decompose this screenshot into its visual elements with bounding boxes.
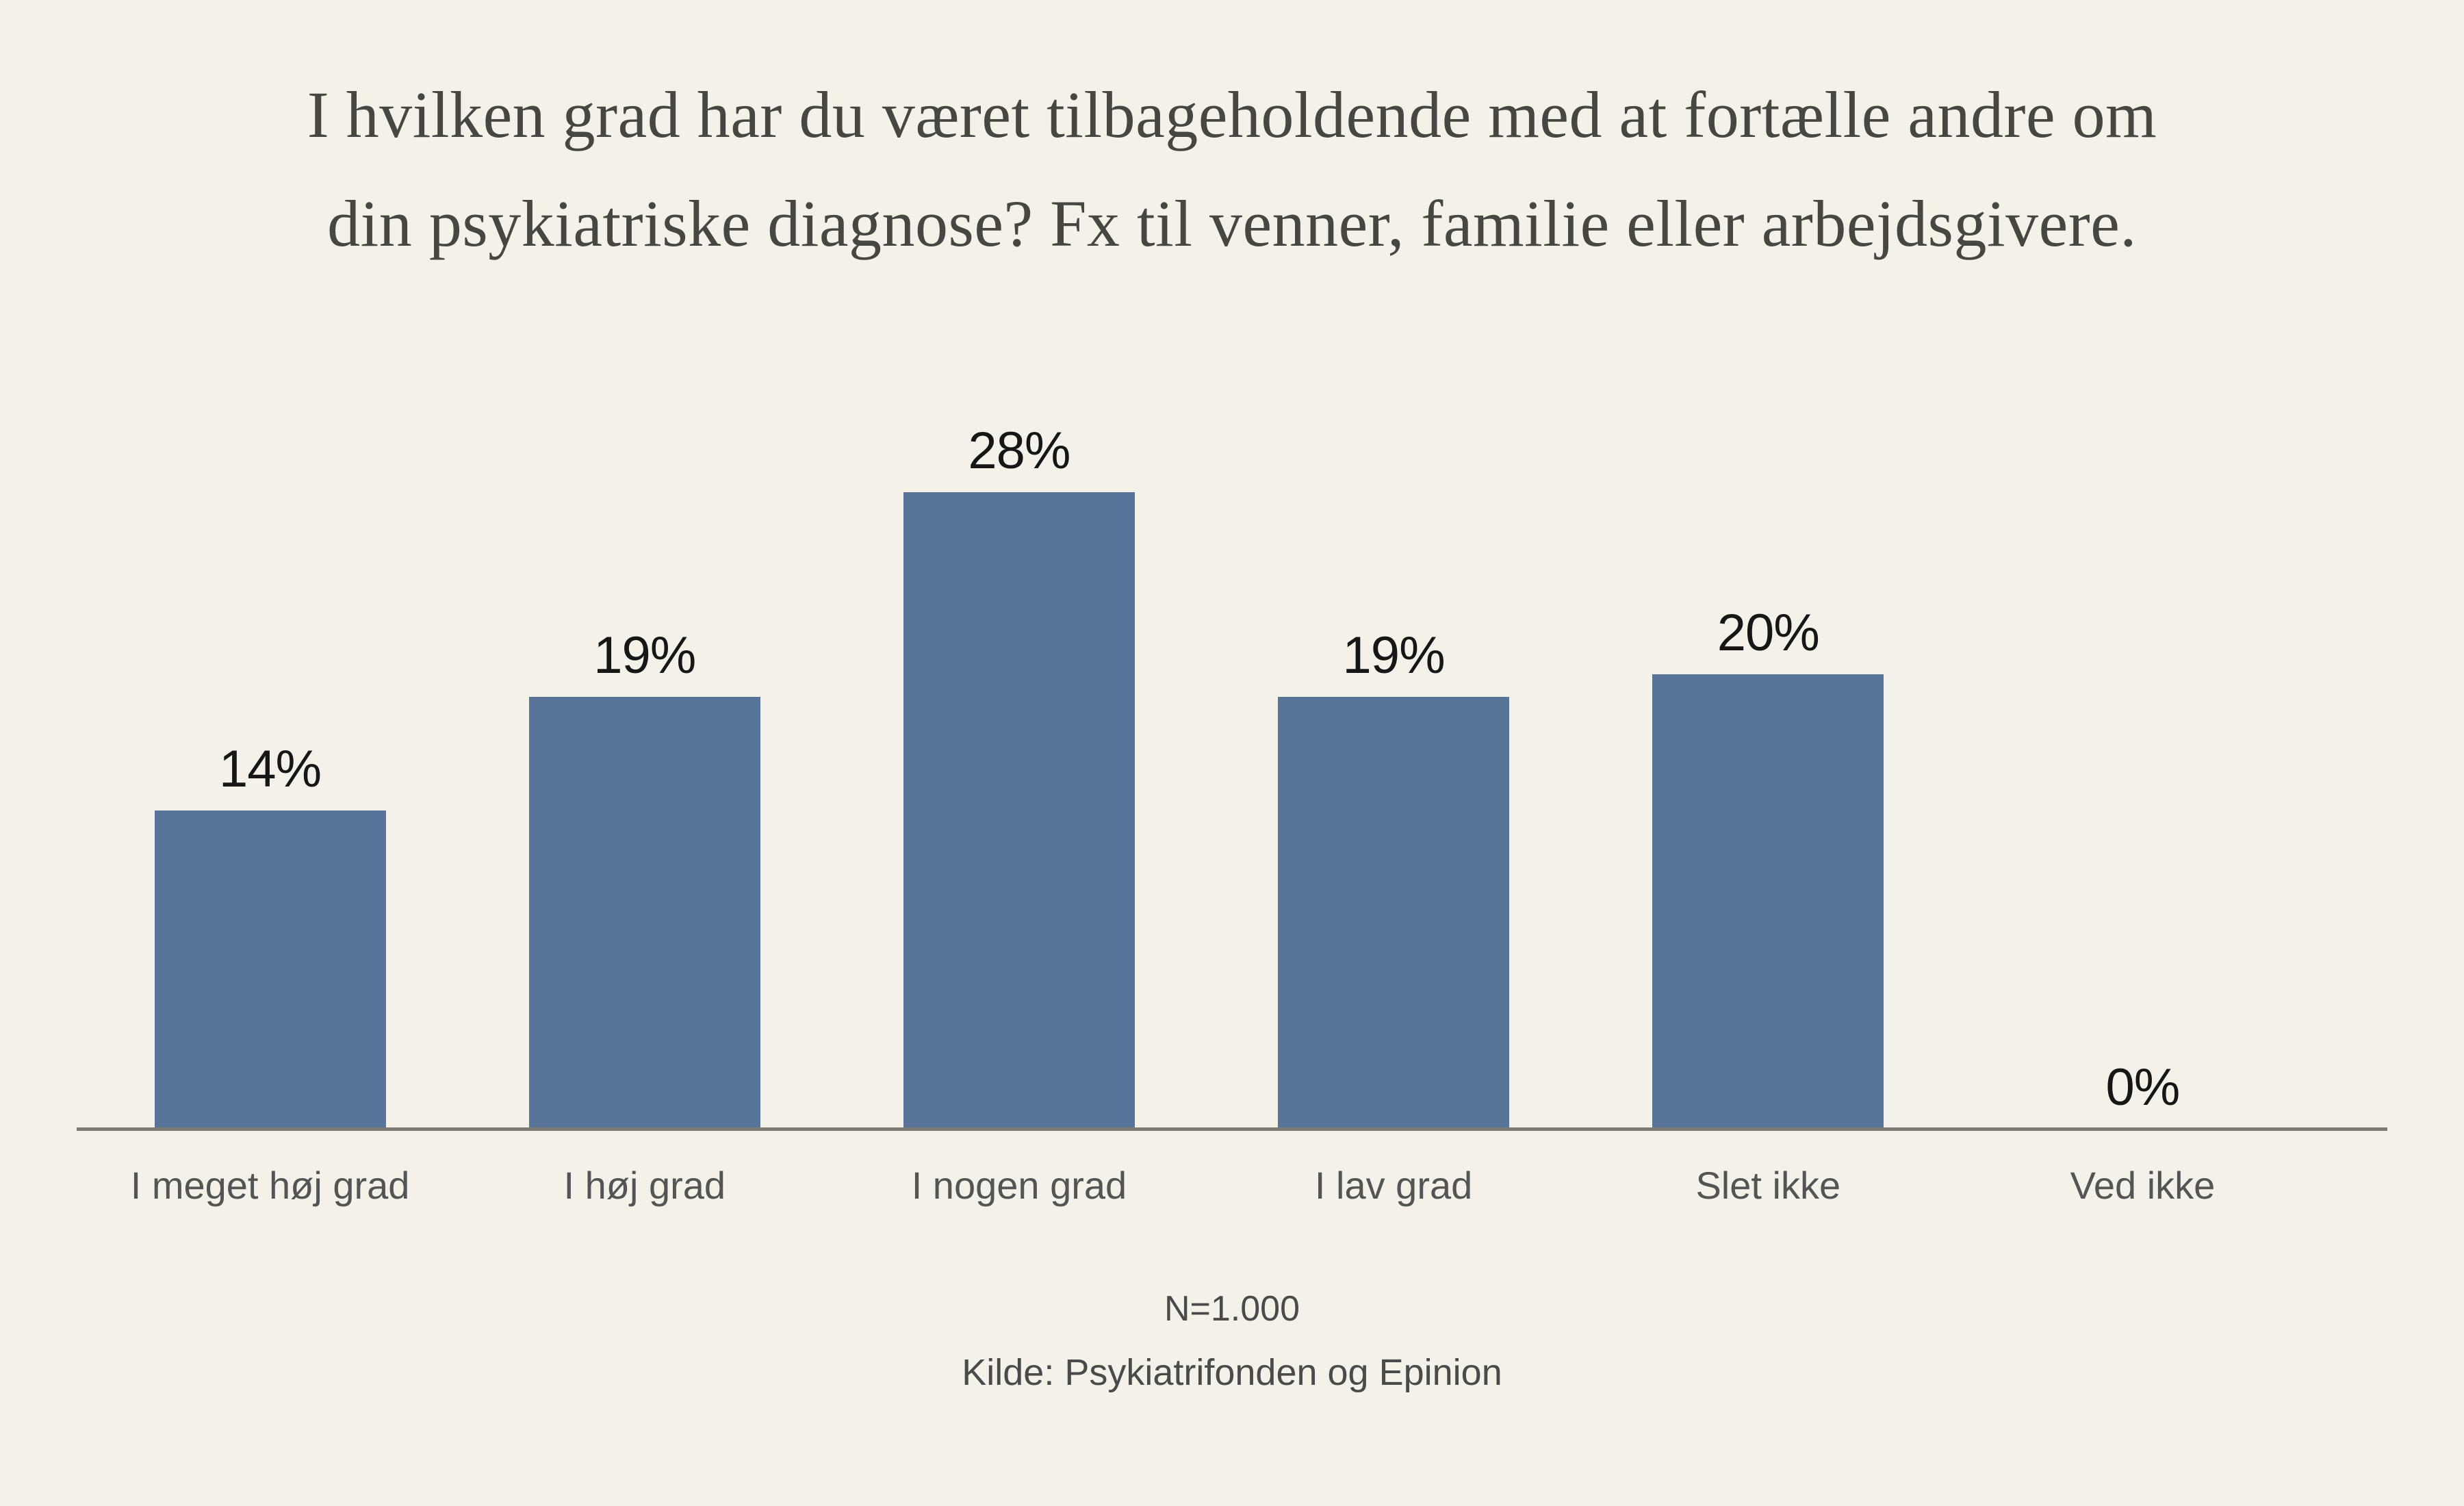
bar-column: 20% — [1581, 335, 1955, 1129]
bar-value-label: 28% — [968, 422, 1070, 480]
bar-column: 19% — [1207, 335, 1581, 1129]
bar-value-label: 0% — [2105, 1058, 2181, 1116]
sample-size-label: N=1.000 — [1164, 1289, 1300, 1329]
category-label: Slet ikke — [1695, 1164, 1841, 1207]
bar-column: 14% — [83, 335, 457, 1129]
bar-value-label: 19% — [593, 626, 696, 685]
bar-column: 0% — [1955, 335, 2330, 1129]
bar — [154, 811, 386, 1129]
bar-value-label: 20% — [1717, 604, 1820, 662]
source-label: Kilde: Psykiatrifonden og Epinion — [962, 1352, 1502, 1393]
chart-title: I hvilken grad har du været tilbageholde… — [62, 60, 2402, 279]
bar-column: 19% — [457, 335, 832, 1129]
x-axis-line — [77, 1127, 2387, 1131]
bar — [1278, 697, 1510, 1129]
category-label: I meget høj grad — [130, 1164, 410, 1207]
category-label: Ved ikke — [2070, 1164, 2216, 1207]
bar-value-label: 19% — [1342, 626, 1446, 685]
bar — [1652, 674, 1884, 1129]
category-label: I lav grad — [1314, 1164, 1473, 1207]
category-labels-row: I meget høj grad I høj grad I nogen grad I … — [83, 1162, 2330, 1208]
bar — [528, 697, 760, 1129]
chart-title-line-1: I hvilken grad har du været tilbageholde… — [307, 78, 2157, 151]
chart-footer: N=1.000 Kilde: Psykiatrifonden og Epinio… — [0, 1291, 2464, 1391]
bar-value-label: 14% — [219, 740, 322, 798]
category-label: I nogen grad — [911, 1164, 1127, 1207]
chart-title-line-2: din psykiatriske diagnose? Fx til venner… — [327, 187, 2137, 261]
bars-row: 14% 19% 28% 19% 20% 0% — [83, 335, 2330, 1129]
bar — [903, 492, 1135, 1129]
category-label: I høj grad — [563, 1164, 726, 1207]
bar-column: 28% — [832, 335, 1206, 1129]
